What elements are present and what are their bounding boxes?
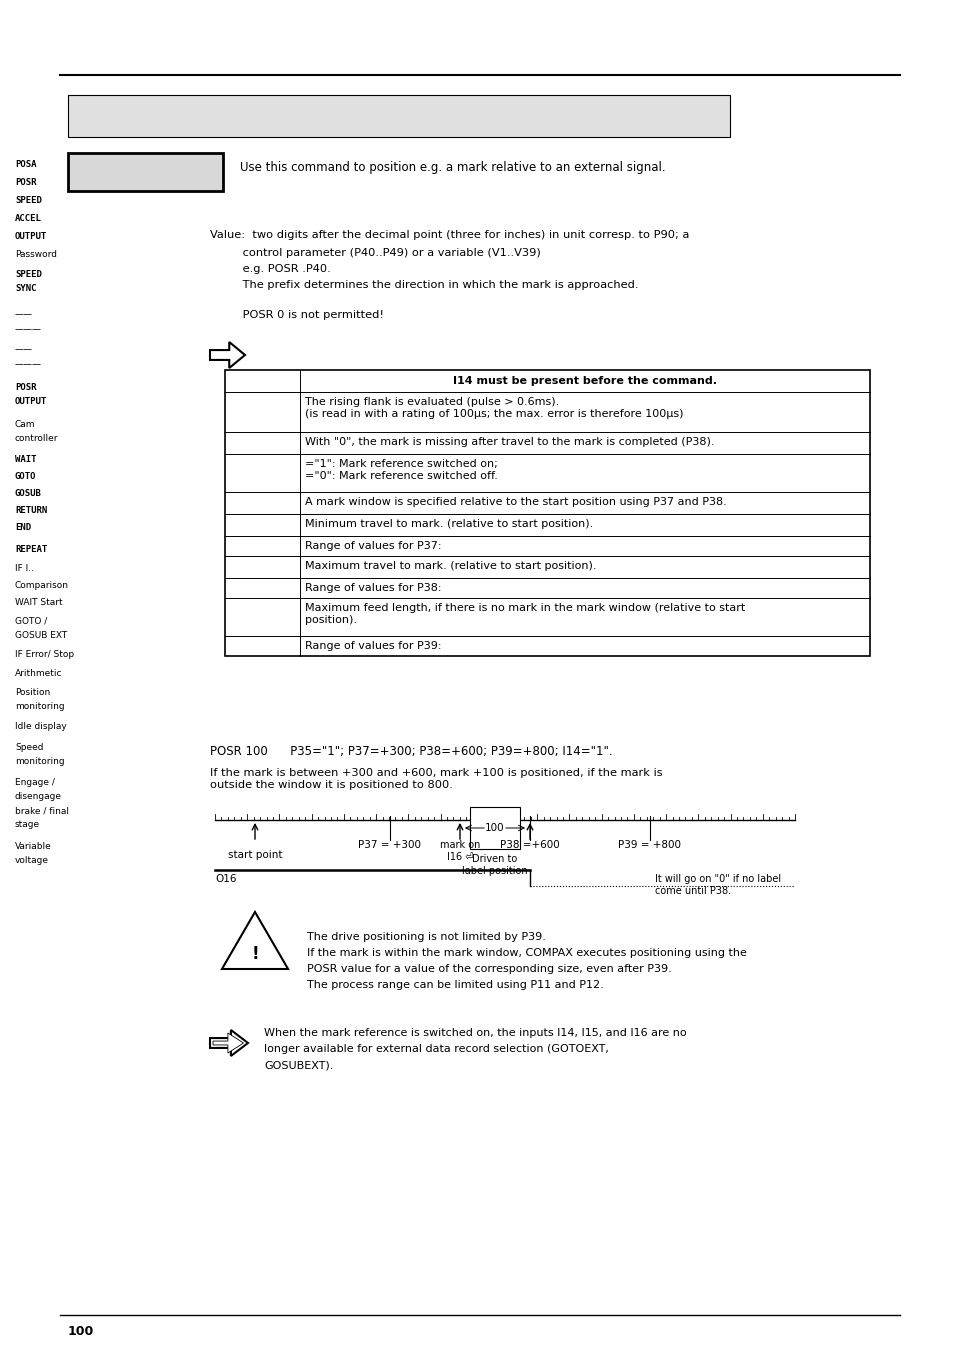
Text: Password: Password [15, 250, 57, 259]
Text: Engage /: Engage / [15, 778, 55, 788]
Text: mark on
I16 ⏎: mark on I16 ⏎ [439, 840, 479, 862]
Text: SPEED: SPEED [15, 270, 42, 280]
Text: Maximum travel to mark. (relative to start position).: Maximum travel to mark. (relative to sta… [305, 561, 596, 571]
Text: ="1": Mark reference switched on;
="0": Mark reference switched off.: ="1": Mark reference switched on; ="0": … [305, 459, 497, 481]
Text: ——: —— [15, 345, 33, 354]
Text: GOTO /: GOTO / [15, 617, 48, 626]
Bar [68, 153, 223, 190]
Text: Range of values for P39:: Range of values for P39: [305, 640, 441, 651]
Text: SYNC: SYNC [15, 284, 36, 293]
Text: Arithmetic: Arithmetic [15, 669, 63, 678]
Text: POSR value for a value of the corresponding size, even after P39.: POSR value for a value of the correspond… [307, 965, 671, 974]
Text: The process range can be limited using P11 and P12.: The process range can be limited using P… [307, 979, 603, 990]
Text: RETURN: RETURN [15, 507, 48, 515]
Text: I14 must be present before the command.: I14 must be present before the command. [453, 376, 717, 386]
Polygon shape [210, 342, 245, 367]
Text: IF Error/ Stop: IF Error/ Stop [15, 650, 74, 659]
Text: monitoring: monitoring [15, 703, 65, 711]
Text: When the mark reference is switched on, the inputs I14, I15, and I16 are no: When the mark reference is switched on, … [264, 1028, 686, 1038]
Text: longer available for external data record selection (GOTOEXT,: longer available for external data recor… [264, 1044, 608, 1054]
Text: IF I..: IF I.. [15, 563, 34, 573]
Text: WAIT Start: WAIT Start [15, 598, 63, 607]
Text: OUTPUT: OUTPUT [15, 232, 48, 240]
Text: POSR 100      P35="1"; P37=+300; P38=+600; P39=+800; I14="1".: POSR 100 P35="1"; P37=+300; P38=+600; P3… [210, 744, 612, 758]
Text: P38 =+600: P38 =+600 [499, 840, 559, 850]
Bar [225, 370, 869, 657]
Text: stage: stage [15, 820, 40, 830]
Text: Position: Position [15, 688, 51, 697]
Text: monitoring: monitoring [15, 757, 65, 766]
Text: POSR 0 is not permitted!: POSR 0 is not permitted! [210, 309, 384, 320]
Text: The rising flank is evaluated (pulse > 0.6ms).
(is read in with a rating of 100µ: The rising flank is evaluated (pulse > 0… [305, 397, 682, 419]
Polygon shape [222, 912, 288, 969]
Text: Use this command to position e.g. a mark relative to an external signal.: Use this command to position e.g. a mark… [240, 162, 665, 174]
Text: OUTPUT: OUTPUT [15, 397, 48, 407]
Text: control parameter (P40..P49) or a variable (V1..V39): control parameter (P40..P49) or a variab… [210, 249, 540, 258]
Text: A mark window is specified relative to the start position using P37 and P38.: A mark window is specified relative to t… [305, 497, 726, 507]
Text: 100: 100 [485, 823, 504, 834]
Text: Speed: Speed [15, 743, 44, 753]
Text: END: END [15, 523, 31, 532]
Text: Comparison: Comparison [15, 581, 69, 590]
Text: GOSUB: GOSUB [15, 489, 42, 499]
Text: The drive positioning is not limited by P39.: The drive positioning is not limited by … [307, 932, 545, 942]
Text: Variable: Variable [15, 842, 51, 851]
Text: P37 = +300: P37 = +300 [358, 840, 421, 850]
Text: REPEAT: REPEAT [15, 544, 48, 554]
Text: controller: controller [15, 434, 58, 443]
Text: ———: ——— [15, 326, 42, 334]
Text: Range of values for P38:: Range of values for P38: [305, 584, 441, 593]
Text: ———: ——— [15, 359, 42, 369]
Text: It will go on "0" if no label
come until P38.: It will go on "0" if no label come until… [655, 874, 781, 896]
Text: The prefix determines the direction in which the mark is approached.: The prefix determines the direction in w… [210, 280, 638, 290]
Text: ——: —— [15, 309, 33, 319]
Text: If the mark is between +300 and +600, mark +100 is positioned, if the mark is
ou: If the mark is between +300 and +600, ma… [210, 767, 662, 789]
Text: POSR: POSR [15, 382, 36, 392]
Bar [68, 95, 729, 136]
Text: Idle display: Idle display [15, 721, 67, 731]
Text: Maximum feed length, if there is no mark in the mark window (relative to start
p: Maximum feed length, if there is no mark… [305, 603, 744, 624]
Text: POSR: POSR [15, 178, 36, 186]
Text: WAIT: WAIT [15, 455, 36, 463]
Polygon shape [213, 1034, 243, 1052]
Text: SPEED: SPEED [15, 196, 42, 205]
Text: brake / final: brake / final [15, 807, 69, 815]
Text: Driven to
label position: Driven to label position [461, 854, 527, 875]
Text: Range of values for P37:: Range of values for P37: [305, 540, 441, 551]
Text: Cam: Cam [15, 420, 35, 430]
Text: voltage: voltage [15, 857, 49, 865]
Text: disengage: disengage [15, 792, 62, 801]
Text: With "0", the mark is missing after travel to the mark is completed (P38).: With "0", the mark is missing after trav… [305, 436, 714, 447]
Text: POSA: POSA [15, 159, 36, 169]
Text: If the mark is within the mark window, COMPAX executes positioning using the: If the mark is within the mark window, C… [307, 948, 746, 958]
Text: !: ! [251, 944, 258, 963]
Text: GOTO: GOTO [15, 471, 36, 481]
Text: O16: O16 [214, 874, 236, 884]
Text: GOSUBEXT).: GOSUBEXT). [264, 1061, 333, 1070]
Text: Minimum travel to mark. (relative to start position).: Minimum travel to mark. (relative to sta… [305, 519, 593, 530]
Polygon shape [210, 1029, 248, 1056]
Text: P39 = +800: P39 = +800 [618, 840, 680, 850]
Text: Value:  two digits after the decimal point (three for inches) in unit corresp. t: Value: two digits after the decimal poin… [210, 230, 689, 240]
Text: 100: 100 [68, 1325, 94, 1337]
Text: e.g. POSR .P40.: e.g. POSR .P40. [210, 263, 331, 274]
Text: start point: start point [228, 850, 282, 861]
Text: ACCEL: ACCEL [15, 213, 42, 223]
Text: GOSUB EXT: GOSUB EXT [15, 631, 67, 640]
